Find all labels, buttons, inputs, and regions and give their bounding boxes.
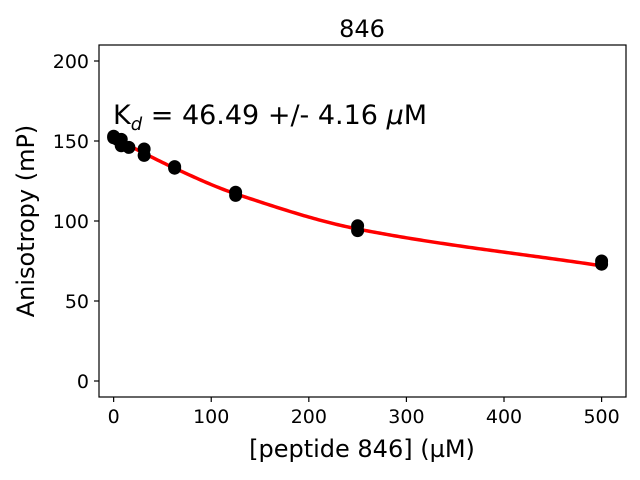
x-tick-label: 300	[388, 406, 424, 428]
kd-annotation: Kd = 46.49 +/- 4.16 µM	[113, 100, 427, 135]
kd-annotation-unit: M	[404, 100, 427, 131]
data-point	[137, 148, 151, 162]
data-point	[595, 257, 609, 271]
y-tick-label: 200	[53, 51, 89, 73]
data-point	[229, 188, 243, 202]
kd-annotation-sub: d	[131, 114, 143, 135]
x-tick-label: 500	[583, 406, 619, 428]
fit-curve	[112, 136, 602, 268]
plot-frame	[98, 44, 627, 398]
x-tick-label: 0	[108, 406, 120, 428]
kd-annotation-k: K	[113, 100, 132, 131]
x-tick-label: 400	[486, 406, 522, 428]
kd-annotation-mu: µ	[386, 100, 404, 131]
x-tick-label: 100	[193, 406, 229, 428]
chart-title: 846	[339, 15, 385, 43]
y-tick-label: 100	[53, 211, 89, 233]
y-tick-label: 50	[65, 291, 89, 313]
data-point	[168, 161, 182, 175]
x-axis-label: [peptide 846] (µM)	[249, 435, 475, 463]
data-point	[351, 224, 365, 238]
y-axis-label: Anisotropy (mP)	[12, 125, 40, 318]
y-tick-label: 150	[53, 131, 89, 153]
plot-area: 0 100 200 300 400 500 0 50 100 150 200	[53, 44, 627, 428]
y-tick-label: 0	[77, 371, 89, 393]
x-tick-label: 200	[291, 406, 327, 428]
data-point	[122, 140, 136, 154]
kd-annotation-value: = 46.49 +/- 4.16	[142, 100, 386, 131]
